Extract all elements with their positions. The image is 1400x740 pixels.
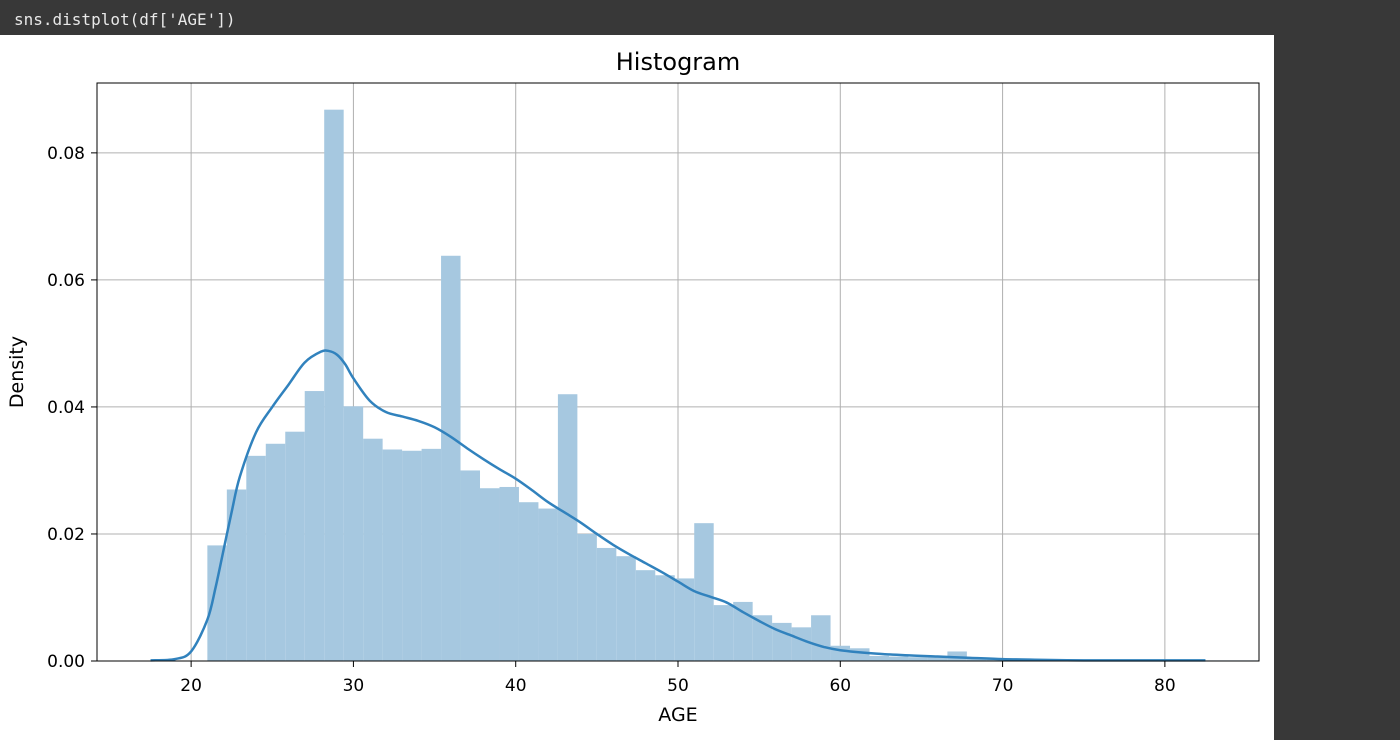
histogram-bar xyxy=(791,627,812,661)
histogram-bar xyxy=(557,394,578,661)
y-tick-label: 0.02 xyxy=(47,525,85,545)
histogram-bar xyxy=(694,523,714,661)
histogram-bar xyxy=(811,615,831,661)
histogram-bar xyxy=(304,391,325,661)
y-tick-label: 0.06 xyxy=(47,271,85,291)
histogram-bar xyxy=(363,438,383,661)
histogram-bar xyxy=(285,431,305,661)
x-axis-label: AGE xyxy=(658,704,697,726)
cell-output: 20 30 40 50 60 70 80 0.00 0.02 0.04 0.06 0.08 Hist… xyxy=(0,35,1274,740)
x-axis-ticks: 20 30 40 50 60 70 80 xyxy=(180,661,1176,696)
histogram-bar xyxy=(207,545,227,661)
histogram-bar xyxy=(733,601,753,661)
y-tick-label: 0.00 xyxy=(47,652,85,672)
histogram-bar xyxy=(480,488,500,661)
histogram-bar xyxy=(674,578,695,661)
histogram-bar xyxy=(596,547,617,661)
histogram-bar xyxy=(577,533,597,661)
x-tick-label: 70 xyxy=(992,676,1014,696)
histogram-bar xyxy=(402,450,422,661)
histogram-bar xyxy=(265,443,286,661)
kde-curve xyxy=(150,349,1206,662)
histogram-bar xyxy=(635,570,656,661)
histogram-bar xyxy=(927,655,948,661)
histogram-bar xyxy=(850,648,870,661)
histogram-bar xyxy=(713,605,734,661)
x-tick-label: 40 xyxy=(505,676,527,696)
y-axis-label: Density xyxy=(6,336,28,408)
histogram-chart: 20 30 40 50 60 70 80 0.00 0.02 0.04 0.06 0.08 Hist… xyxy=(6,48,1260,726)
histogram-bar xyxy=(518,502,539,661)
x-tick-label: 20 xyxy=(180,676,202,696)
kde-line xyxy=(150,349,1206,662)
histogram-bar xyxy=(441,255,461,661)
x-tick-label: 50 xyxy=(667,676,689,696)
x-tick-label: 60 xyxy=(829,676,851,696)
histogram-bar xyxy=(421,448,442,661)
histogram-bar xyxy=(888,656,909,661)
histogram-bar xyxy=(616,556,636,661)
histogram-bar xyxy=(908,657,928,661)
histogram-bars xyxy=(207,109,1259,661)
histogram-bar xyxy=(343,406,364,661)
grid-lines xyxy=(97,83,1259,662)
y-tick-label: 0.08 xyxy=(47,144,85,164)
histogram-bar xyxy=(382,449,403,661)
histogram-bar xyxy=(538,508,558,661)
y-axis-ticks: 0.00 0.02 0.04 0.06 0.08 xyxy=(47,144,97,672)
histogram-bar xyxy=(499,486,519,661)
histogram-bar xyxy=(869,655,889,661)
histogram-bar xyxy=(226,489,247,661)
histogram-bar xyxy=(655,575,675,661)
histogram-bar xyxy=(246,455,266,661)
chart-title: Histogram xyxy=(616,48,741,76)
histogram-bar xyxy=(966,658,987,661)
histogram-bar xyxy=(460,470,481,661)
histogram-bar xyxy=(324,109,344,661)
x-tick-label: 80 xyxy=(1154,676,1176,696)
code-cell-text: sns.distplot(df['AGE']) xyxy=(14,10,236,29)
x-tick-label: 30 xyxy=(343,676,365,696)
y-tick-label: 0.04 xyxy=(47,398,85,418)
histogram-bar xyxy=(752,615,773,661)
